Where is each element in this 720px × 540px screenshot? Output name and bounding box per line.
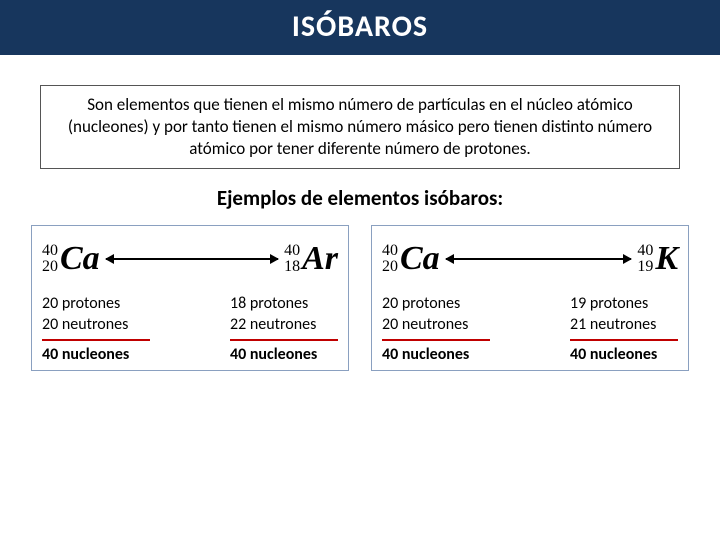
proton-count: 20 protones (42, 294, 150, 315)
divider-rule (42, 339, 150, 341)
atomic-number: 18 (284, 259, 300, 275)
isotope-notation-left: 40 20 Ca (382, 242, 440, 276)
counts-right: 19 protones 21 neutrones 40 nucleones (570, 294, 678, 364)
examples-heading: Ejemplos de elementos isóbaros: (0, 185, 720, 211)
nucleon-total: 40 nucleones (570, 345, 678, 364)
nucleon-total: 40 nucleones (230, 345, 338, 364)
element-symbol: Ar (302, 242, 338, 276)
mass-number: 40 (637, 243, 653, 259)
nucleon-total: 40 nucleones (42, 345, 150, 364)
neutron-count: 21 neutrones (570, 315, 678, 336)
nucleon-total: 40 nucleones (382, 345, 490, 364)
element-symbol: Ca (400, 242, 440, 276)
neutron-count: 22 neutrones (230, 315, 338, 336)
mass-number: 40 (382, 243, 398, 259)
proton-count: 20 protones (382, 294, 490, 315)
counts-left: 20 protones 20 neutrones 40 nucleones (42, 294, 150, 364)
divider-rule (570, 339, 678, 341)
notation-row: 40 20 Ca 40 18 Ar (32, 226, 348, 286)
isotope-notation-right: 40 18 Ar (284, 242, 338, 276)
double-arrow-icon (106, 258, 278, 260)
definition-text: Son elementos que tienen el mismo número… (68, 94, 652, 159)
isotope-notation-right: 40 19 K (637, 242, 678, 276)
neutron-count: 20 neutrones (382, 315, 490, 336)
neutron-count: 20 neutrones (42, 315, 150, 336)
element-symbol: Ca (60, 242, 100, 276)
atomic-number: 20 (382, 259, 398, 275)
definition-box: Son elementos que tienen el mismo número… (40, 85, 680, 169)
page-title: ISÓBAROS (292, 8, 428, 45)
counts-row: 20 protones 20 neutrones 40 nucleones 18… (32, 286, 348, 370)
title-bar: ISÓBAROS (0, 0, 720, 55)
isotope-notation-left: 40 20 Ca (42, 242, 100, 276)
example-panel-2: 40 20 Ca 40 19 K 20 protones 20 neutrone… (371, 225, 689, 371)
double-arrow-icon (446, 258, 632, 260)
example-panel-1: 40 20 Ca 40 18 Ar 20 protones 20 neutron… (31, 225, 349, 371)
proton-count: 19 protones (570, 294, 678, 315)
counts-right: 18 protones 22 neutrones 40 nucleones (230, 294, 338, 364)
proton-count: 18 protones (230, 294, 338, 315)
mass-number: 40 (284, 243, 300, 259)
divider-rule (382, 339, 490, 341)
atomic-number: 20 (42, 259, 58, 275)
mass-number: 40 (42, 243, 58, 259)
divider-rule (230, 339, 338, 341)
notation-row: 40 20 Ca 40 19 K (372, 226, 688, 286)
counts-left: 20 protones 20 neutrones 40 nucleones (382, 294, 490, 364)
counts-row: 20 protones 20 neutrones 40 nucleones 19… (372, 286, 688, 370)
element-symbol: K (655, 242, 678, 276)
panels-container: 40 20 Ca 40 18 Ar 20 protones 20 neutron… (0, 225, 720, 371)
atomic-number: 19 (637, 259, 653, 275)
